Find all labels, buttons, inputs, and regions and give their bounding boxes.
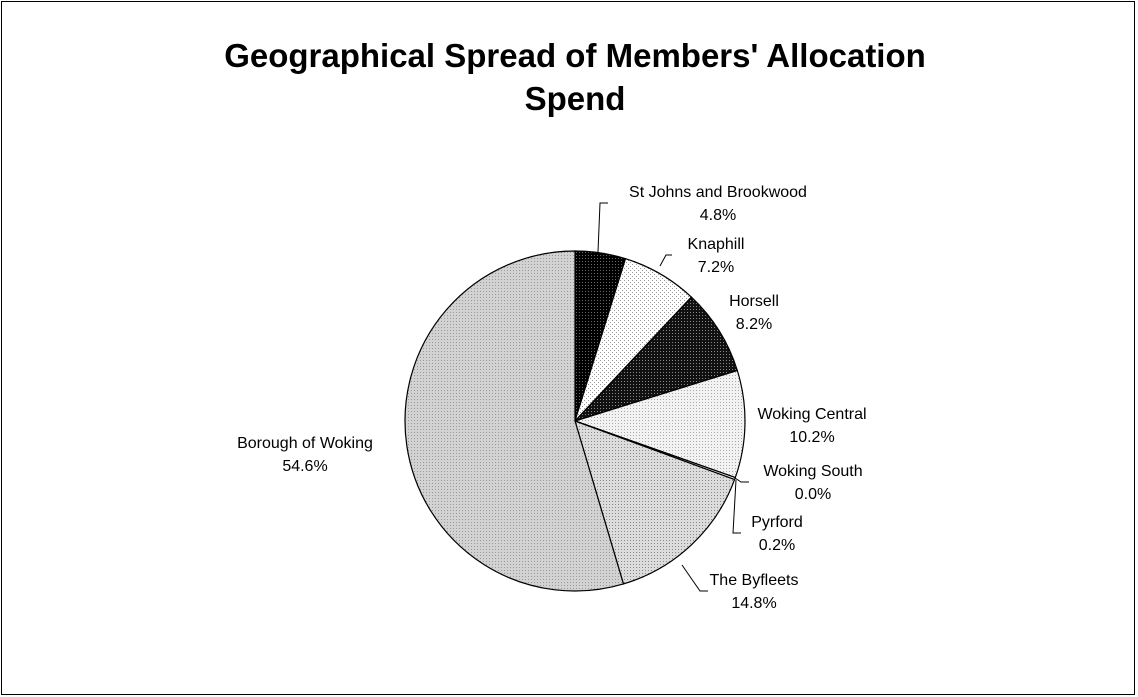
leader-line: [659, 254, 672, 267]
slice-label: Woking Central: [757, 406, 866, 423]
leader-line: [681, 564, 708, 592]
slice-value-label: 10.2%: [789, 429, 834, 446]
pie-slice-woking-central: [573, 369, 746, 479]
pie-slice-horsell: [573, 296, 739, 423]
pie-slice-borough-of-woking: [404, 250, 625, 592]
slice-label: Horsell: [729, 293, 779, 310]
leader-line: [732, 479, 741, 534]
slice-label: Knaphill: [688, 236, 745, 253]
slice-value-label: 4.8%: [700, 207, 736, 224]
slice-label: Woking South: [763, 463, 862, 480]
slice-label: Borough of Woking: [237, 435, 373, 452]
leader-line: [734, 477, 749, 483]
pie-slice-the-byfleets: [574, 420, 736, 585]
leader-line: [597, 202, 608, 253]
slice-label: St Johns and Brookwood: [629, 184, 807, 201]
slice-label: Pyrford: [751, 514, 803, 531]
slice-value-label: 54.6%: [282, 458, 327, 475]
chart-title: Geographical Spread of Members' Allocati…: [0, 34, 1138, 120]
chart-title-line-2: Spend: [524, 80, 626, 117]
slice-value-label: 14.8%: [731, 595, 776, 612]
slice-value-label: 8.2%: [736, 316, 772, 333]
slice-value-label: 0.0%: [795, 486, 831, 503]
slice-label: The Byfleets: [710, 572, 799, 589]
slice-value-label: 0.2%: [759, 537, 795, 554]
slice-value-label: 7.2%: [698, 259, 734, 276]
chart-title-line-1: Geographical Spread of Members' Allocati…: [224, 37, 926, 74]
